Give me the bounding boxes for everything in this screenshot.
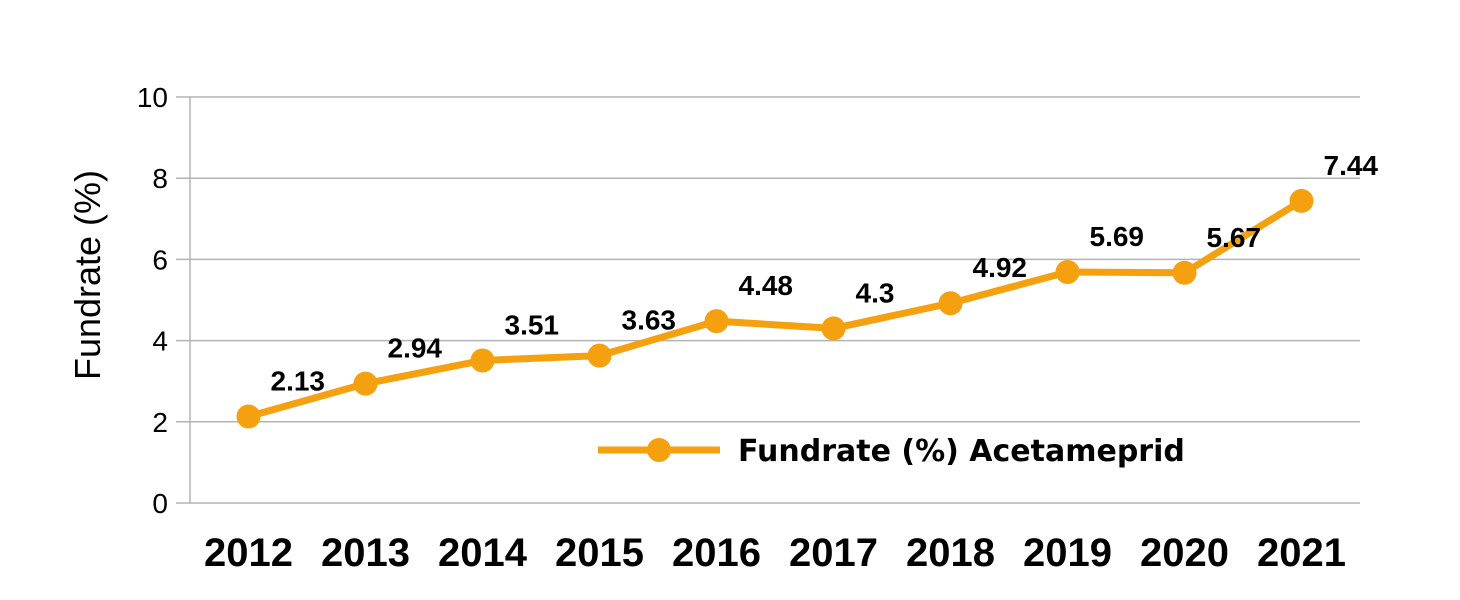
x-tick-label: 2020 xyxy=(1140,531,1229,575)
data-point xyxy=(236,404,261,429)
data-point xyxy=(353,371,378,396)
data-label: 5.67 xyxy=(1207,222,1262,253)
gridlines xyxy=(176,96,1360,504)
data-label-layer: 2.13 2.94 3.51 3.63 4.48 4.3 4.92 5.69 5.67 7.44 xyxy=(271,150,1379,397)
y-tick-label: 6 xyxy=(152,244,168,275)
data-point xyxy=(704,309,729,334)
x-tick-label: 2015 xyxy=(555,531,644,575)
legend-entry-label: Fundrate (%) Acetameprid xyxy=(738,434,1185,469)
x-tick-label: 2021 xyxy=(1257,531,1346,575)
data-point xyxy=(1172,260,1197,285)
x-tick-label: 2016 xyxy=(672,531,761,575)
y-axis-label: Fundrate (%) xyxy=(67,170,108,380)
series-layer xyxy=(245,197,1305,421)
data-label: 4.92 xyxy=(973,252,1028,283)
data-point xyxy=(1055,259,1080,284)
data-label: 3.63 xyxy=(622,305,677,336)
series-line xyxy=(245,197,1305,421)
point-layer xyxy=(236,188,1314,429)
x-tick-label: 2012 xyxy=(204,531,293,575)
y-tick-label: 4 xyxy=(152,326,168,357)
data-label: 7.44 xyxy=(1324,150,1379,181)
data-point xyxy=(470,348,495,373)
x-tick-labels: 2012 2013 2014 2015 2016 2017 2018 2019 2020 2021 xyxy=(204,531,1346,575)
data-label: 2.13 xyxy=(271,366,326,397)
x-tick-label: 2013 xyxy=(321,531,410,575)
data-point xyxy=(1289,188,1314,213)
x-tick-label: 2018 xyxy=(906,531,995,575)
y-tick-label: 2 xyxy=(152,407,168,438)
data-label: 3.51 xyxy=(505,309,560,340)
data-label: 4.48 xyxy=(739,270,794,301)
data-point xyxy=(821,316,846,341)
y-tick-label: 8 xyxy=(152,163,168,194)
y-tick-label: 10 xyxy=(137,82,168,113)
y-tick-labels: 0 2 4 6 8 10 xyxy=(137,82,168,519)
legend: Fundrate (%) Acetameprid xyxy=(598,434,1185,469)
data-label: 5.69 xyxy=(1090,221,1145,252)
y-tick-label: 0 xyxy=(152,488,168,519)
data-point xyxy=(938,291,963,316)
legend-marker-swatch xyxy=(647,438,671,462)
x-tick-label: 2017 xyxy=(789,531,878,575)
data-label: 2.94 xyxy=(388,333,443,364)
x-tick-label: 2014 xyxy=(438,531,528,575)
x-tick-label: 2019 xyxy=(1023,531,1112,575)
data-label: 4.3 xyxy=(856,277,895,308)
data-point xyxy=(587,343,612,368)
